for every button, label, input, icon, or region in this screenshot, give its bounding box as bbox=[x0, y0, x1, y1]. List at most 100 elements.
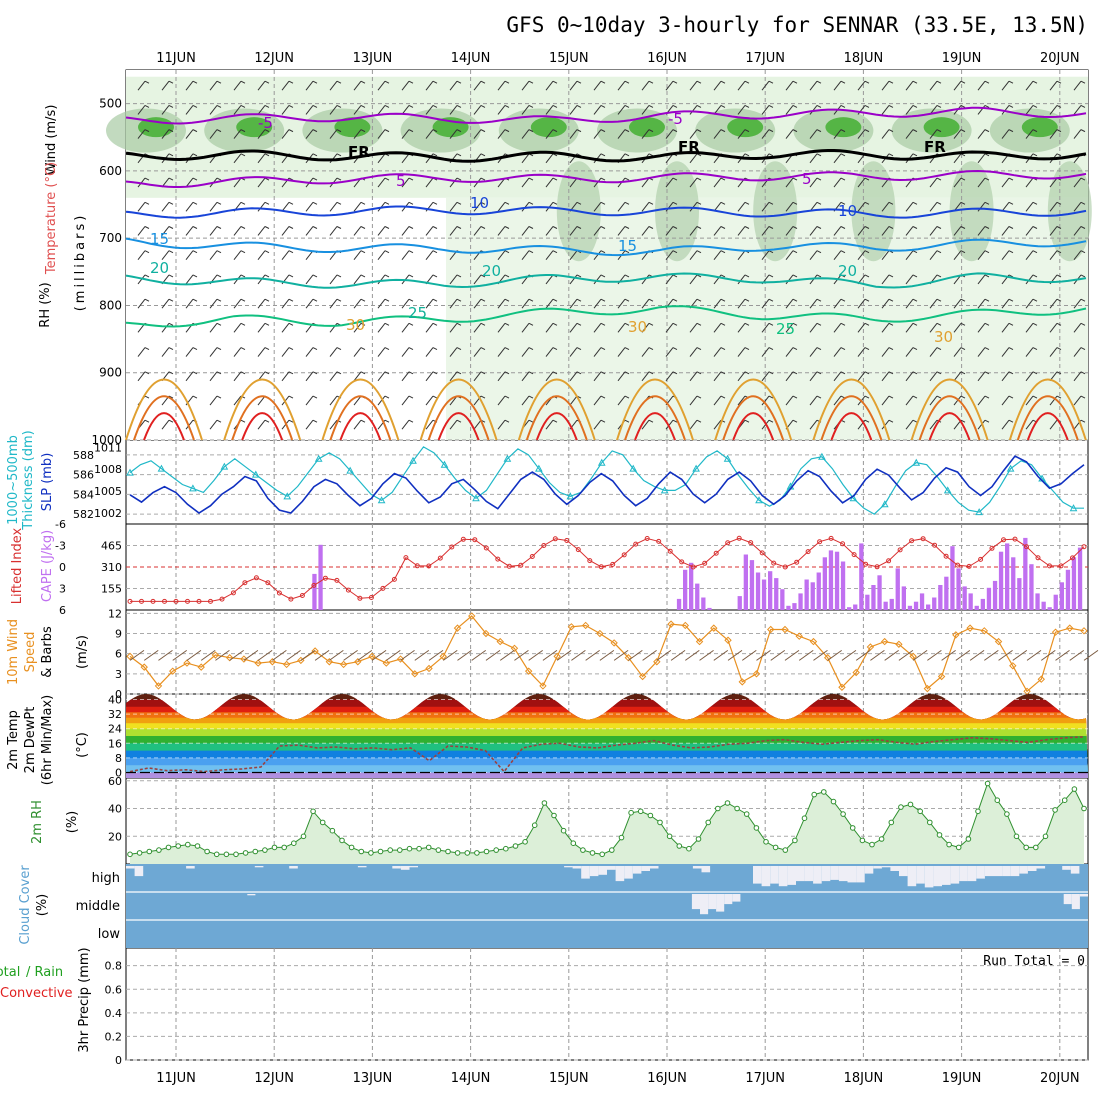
wind-barb bbox=[617, 371, 626, 382]
wind-barb bbox=[689, 177, 698, 188]
li-marker bbox=[932, 542, 938, 548]
isotherm-label: -5 bbox=[258, 114, 273, 132]
wind-barb bbox=[737, 105, 746, 115]
wind-barb bbox=[185, 274, 194, 285]
wind-barb-flag bbox=[1080, 177, 1086, 181]
wind-barb bbox=[305, 274, 314, 285]
wind-barb-flag bbox=[936, 395, 942, 399]
wind-barb bbox=[881, 250, 890, 261]
wind-speed-marker bbox=[297, 656, 305, 665]
rh-marker bbox=[734, 805, 740, 812]
rh-marker bbox=[676, 843, 683, 849]
isotherm-35-dome bbox=[722, 395, 785, 441]
wind-barb bbox=[497, 250, 506, 261]
wind-barb-flag bbox=[168, 104, 174, 108]
isotherm-label: 20 bbox=[150, 259, 169, 277]
wind-barb bbox=[137, 129, 146, 139]
cape-bar bbox=[786, 605, 791, 610]
li-marker bbox=[690, 564, 696, 570]
li-marker bbox=[242, 580, 248, 586]
isotherm-40-dome bbox=[634, 412, 676, 441]
wind-barb-flag bbox=[528, 80, 534, 84]
wind-barb-flag bbox=[888, 226, 894, 229]
wind-barb-flag bbox=[912, 298, 918, 302]
wind-barb-flag bbox=[984, 395, 990, 399]
thickness-marker bbox=[220, 462, 229, 470]
wind-barb bbox=[761, 298, 770, 309]
isotherm-35-dome bbox=[624, 395, 686, 441]
wind-barb-flag bbox=[1008, 419, 1014, 423]
isotherm-35-dome bbox=[918, 395, 981, 441]
wind-barb-flag bbox=[144, 298, 150, 302]
wind-barb bbox=[785, 80, 794, 91]
wind-barb bbox=[1001, 105, 1010, 115]
wind-barb bbox=[977, 250, 986, 261]
cape-bar bbox=[1071, 557, 1077, 610]
wind-barb-flag bbox=[192, 177, 198, 181]
wind-barb-flag bbox=[288, 298, 294, 302]
wind-barb-flag bbox=[936, 347, 942, 351]
wind-barb bbox=[425, 80, 434, 91]
rh-marker bbox=[213, 851, 220, 858]
rh-marker bbox=[1061, 797, 1068, 804]
wind-barb-flag bbox=[576, 298, 582, 302]
wind-barb-flag bbox=[240, 80, 246, 84]
wind-barb-flag bbox=[816, 80, 822, 84]
li-marker bbox=[725, 540, 731, 546]
wind-speed-marker bbox=[496, 637, 504, 646]
wind-barb-10m bbox=[756, 649, 771, 661]
wind-barb-flag bbox=[528, 201, 534, 205]
wind-speed-marker bbox=[994, 637, 1003, 646]
wind-barb bbox=[593, 347, 602, 357]
wind-barb-flag bbox=[648, 129, 654, 133]
wind-barb-flag bbox=[744, 104, 750, 108]
thickness-marker bbox=[472, 494, 480, 502]
wind-barb-flag bbox=[1056, 226, 1062, 229]
wind-barb-flag bbox=[408, 129, 414, 133]
wind-barb-10m bbox=[357, 649, 373, 661]
thickness-tick: 588 bbox=[73, 449, 94, 462]
wind-barb bbox=[881, 201, 890, 212]
wind-barb bbox=[497, 347, 506, 357]
wind-barb-flag bbox=[216, 371, 222, 375]
wind-tick: 3 bbox=[115, 668, 122, 681]
wind-barb bbox=[785, 129, 794, 139]
rh-marker bbox=[686, 845, 692, 852]
wind-barb bbox=[281, 347, 290, 357]
wind-barb-flag bbox=[240, 298, 246, 302]
wind-barb-flag bbox=[192, 226, 198, 229]
wind-barb bbox=[785, 105, 794, 115]
wind-barb-flag bbox=[1008, 226, 1014, 229]
isotherm-35-dome bbox=[525, 395, 588, 441]
wind-barb bbox=[1025, 274, 1034, 285]
wind-barb-flag bbox=[864, 80, 870, 84]
cape-tick: 155 bbox=[101, 583, 122, 596]
isotherm-40-dome bbox=[437, 412, 480, 441]
cloud-high-bar bbox=[787, 866, 796, 885]
wind-barb-flag bbox=[264, 419, 270, 423]
rh-marker bbox=[136, 850, 143, 856]
cloud-mid-bar bbox=[1071, 894, 1080, 910]
wind-barb-flag bbox=[768, 226, 774, 229]
wind-barb-flag bbox=[816, 104, 822, 108]
wind-barb bbox=[233, 153, 242, 164]
wind-tick: 9 bbox=[115, 628, 122, 641]
rh-marker bbox=[454, 850, 461, 856]
wind-barb-10m bbox=[442, 649, 458, 661]
date-label-bottom: 14JUN bbox=[451, 1071, 491, 1086]
wind-barb bbox=[641, 371, 650, 382]
rh-marker bbox=[782, 847, 789, 853]
wind-barb bbox=[1049, 105, 1058, 115]
wind-barb bbox=[1025, 323, 1034, 333]
cape-bar bbox=[798, 593, 803, 610]
wind-barb-flag bbox=[816, 347, 822, 351]
wind-barb bbox=[497, 323, 506, 333]
wind-barb-flag bbox=[744, 322, 750, 326]
wind-barb-flag bbox=[312, 226, 318, 229]
panel-cape-frame bbox=[125, 523, 1089, 611]
wind-tick: 12 bbox=[108, 607, 122, 620]
wind-barb-flag bbox=[432, 153, 438, 157]
thickness-marker bbox=[755, 496, 763, 504]
wind-barb-flag bbox=[768, 347, 774, 351]
wind-barb-flag bbox=[960, 250, 966, 254]
